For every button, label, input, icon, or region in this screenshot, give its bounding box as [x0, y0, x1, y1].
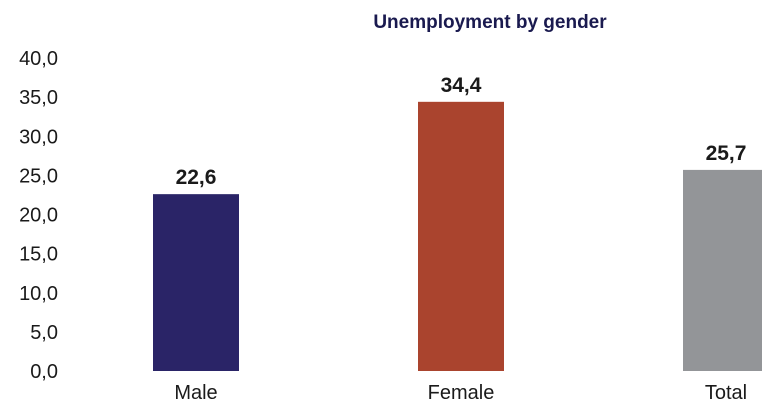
y-axis: 0,0 5,0 10,0 15,0 20,0 25,0 30,0 35,0 40,0 [19, 48, 58, 383]
bar-total [683, 169, 762, 371]
y-tick-label: 40,0 [19, 48, 58, 70]
y-tick-label: 35,0 [19, 87, 58, 109]
chart-title: Unemployment by gender [373, 12, 607, 33]
y-tick-label: 0,0 [30, 361, 58, 383]
data-label: 25,7 [706, 142, 747, 165]
y-tick-label: 25,0 [19, 165, 58, 187]
bar-female [418, 101, 504, 371]
x-tick-label: Female [428, 382, 495, 404]
bar-male [153, 194, 239, 371]
x-axis: Male Female Total [174, 382, 747, 404]
data-label: 34,4 [441, 74, 482, 97]
y-tick-label: 15,0 [19, 244, 58, 266]
bars [153, 101, 762, 371]
y-tick-label: 30,0 [19, 126, 58, 148]
y-tick-label: 5,0 [30, 322, 58, 344]
data-label: 22,6 [176, 166, 217, 189]
data-labels: 22,6 34,4 25,7 [176, 74, 747, 189]
x-tick-label: Male [174, 382, 217, 404]
x-tick-label: Total [705, 382, 747, 404]
y-tick-label: 10,0 [19, 283, 58, 305]
y-tick-label: 20,0 [19, 205, 58, 227]
